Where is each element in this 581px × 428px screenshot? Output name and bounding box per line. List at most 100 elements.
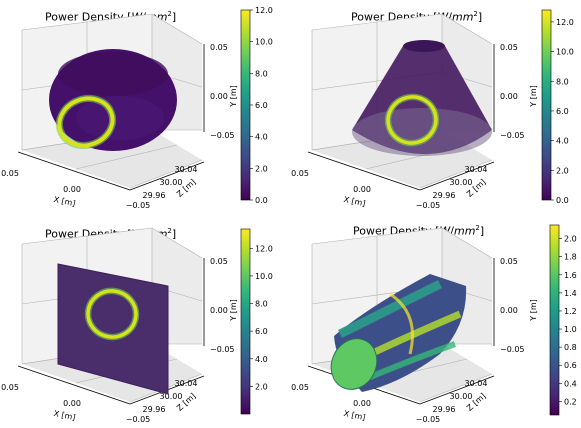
y-axis-label: Y [m] <box>229 299 238 321</box>
colorbar-tick-label: 2.0 <box>255 164 268 173</box>
x-tick-label: 0.05 <box>291 169 309 178</box>
y-axis-label: Y [m] <box>529 85 538 107</box>
colorbar-tick-label: 1.0 <box>564 325 577 334</box>
colorbar-tick-label: 6.0 <box>556 107 569 116</box>
y-tick-label: 0.05 <box>210 257 228 266</box>
cone-base <box>352 108 492 156</box>
colorbar-tick-label: 1.8 <box>564 253 577 262</box>
z-axis-line <box>419 375 495 405</box>
cone-top <box>403 40 445 52</box>
colorbar-tick-label: 6.0 <box>255 327 268 336</box>
x-tick-label: 0.00 <box>63 185 81 194</box>
x-tick-label: −0.05 <box>416 415 441 424</box>
colorbar-tick-label: 10.0 <box>255 272 273 281</box>
z-tick-label: 30.00 <box>160 392 183 401</box>
x-axis-label: X [m] <box>53 195 76 208</box>
x-axis-line <box>307 151 421 191</box>
colorbar <box>240 228 251 415</box>
ring-peak <box>86 289 138 339</box>
z-tick-label: 30.00 <box>160 178 183 187</box>
z-tick-label: 30.04 <box>465 379 488 388</box>
cylinder-band <box>337 279 443 339</box>
colorbar-tick-label: 0.0 <box>255 196 268 205</box>
panel-plane: Power Density [W/mm2] 0.050.00−0.05X [m]… <box>0 214 290 428</box>
y-tick-label: −0.05 <box>500 345 525 354</box>
panel-sphere: Power Density [W/mm2] 0.050.00−0.05X [m]… <box>0 0 290 214</box>
x-tick-label: 0.05 <box>1 383 19 392</box>
y-tick-label: 0.05 <box>500 43 518 52</box>
grid-line <box>441 227 493 259</box>
grid-line <box>151 13 203 45</box>
y-tick-label: 0.05 <box>210 43 228 52</box>
grid-line <box>419 373 493 403</box>
grid-line <box>419 159 493 189</box>
y-tick-label: 0.05 <box>500 257 518 266</box>
x-tick-label: 0.00 <box>353 185 371 194</box>
colorbar-tick-label: 1.6 <box>564 271 577 280</box>
z-axis-line <box>419 161 495 191</box>
panel-corrugated: Power Density [W/mm2] 0.050.00−0.05X [m]… <box>290 214 580 428</box>
z-tick-label: 29.96 <box>433 191 456 200</box>
colorbar-tick-label: 0.6 <box>564 361 577 370</box>
colorbar-tick-label: 1.4 <box>564 289 577 298</box>
colorbar <box>549 224 560 416</box>
colorbar-tick-label: 12.0 <box>556 18 574 27</box>
y-tick-label: 0.00 <box>500 92 518 101</box>
x-tick-label: −0.05 <box>416 201 441 210</box>
floor-pane <box>22 130 202 188</box>
colorbar <box>240 9 251 201</box>
colorbar <box>541 9 552 201</box>
x-tick-label: −0.05 <box>126 415 151 424</box>
colorbar-tick-label: 10.0 <box>255 38 273 47</box>
colorbar-tick-label: 8.0 <box>556 77 569 86</box>
x-axis-label: X [m] <box>343 409 366 422</box>
x-tick-label: 0.00 <box>63 399 81 408</box>
y-tick-label: 0.00 <box>210 92 228 101</box>
x-axis-label: X [m] <box>53 409 76 422</box>
colorbar-tick-label: 6.0 <box>255 101 268 110</box>
x-tick-label: −0.05 <box>126 201 151 210</box>
colorbar-tick-label: 0.4 <box>564 379 577 388</box>
y-tick-label: −0.05 <box>210 345 235 354</box>
z-tick-label: 30.04 <box>175 379 198 388</box>
x-tick-label: 0.00 <box>353 399 371 408</box>
colorbar-tick-label: 2.0 <box>556 166 569 175</box>
colorbar-tick-label: 8.0 <box>255 69 268 78</box>
colorbar-tick-label: 4.0 <box>556 137 569 146</box>
colorbar-tick-label: 12.0 <box>255 6 273 15</box>
colorbar-tick-label: 12.0 <box>255 244 273 253</box>
grid-line <box>441 13 493 45</box>
sphere-shade <box>76 96 164 140</box>
colorbar-tick-label: 0.2 <box>564 397 577 406</box>
ring-peak <box>389 292 414 355</box>
colorbar-tick-label: 2.0 <box>255 382 268 391</box>
x-tick-label: 0.05 <box>1 169 19 178</box>
y-axis-label: Y [m] <box>229 85 238 107</box>
z-tick-label: 30.04 <box>175 165 198 174</box>
z-tick-label: 30.00 <box>450 178 473 187</box>
z-tick-label: 30.04 <box>465 165 488 174</box>
grid-line <box>151 227 203 259</box>
colorbar-tick-label: 4.0 <box>255 355 268 364</box>
ring-peak <box>386 95 438 145</box>
sphere-shade <box>58 52 168 96</box>
colorbar-tick-label: 0.0 <box>556 196 569 205</box>
y-tick-label: 0.00 <box>500 306 518 315</box>
colorbar-tick-label: 8.0 <box>255 300 268 309</box>
x-tick-label: 0.05 <box>291 383 309 392</box>
z-tick-label: 29.96 <box>143 405 166 414</box>
y-tick-label: −0.05 <box>500 131 525 140</box>
z-tick-label: 29.96 <box>433 405 456 414</box>
x-axis-line <box>17 365 131 405</box>
x-axis-line <box>17 151 131 191</box>
colorbar-tick-label: 10.0 <box>556 48 574 57</box>
y-tick-label: −0.05 <box>210 131 235 140</box>
y-tick-label: 0.00 <box>210 306 228 315</box>
z-tick-label: 29.96 <box>143 191 166 200</box>
colorbar-tick-label: 4.0 <box>255 133 268 142</box>
x-axis-label: X [m] <box>343 195 366 208</box>
